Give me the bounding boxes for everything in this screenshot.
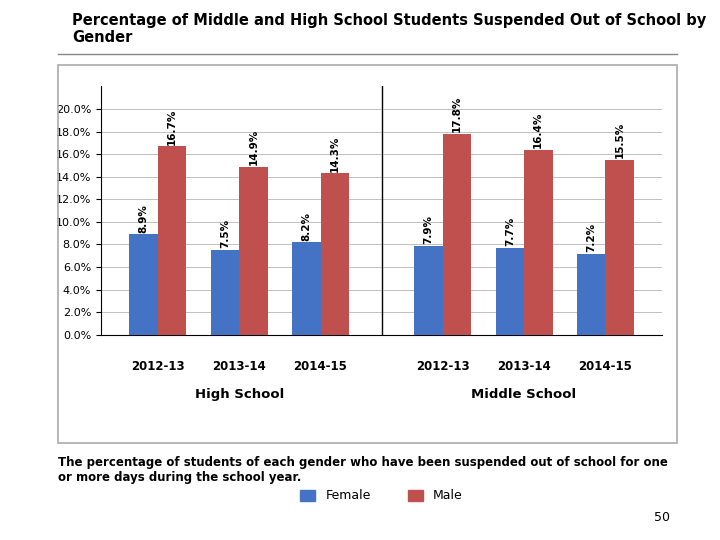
Bar (211, 250, 239, 335)
Text: High School: High School (194, 388, 284, 401)
Bar (524, 150, 552, 335)
Text: The percentage of students of each gender who have been suspended out of school : The percentage of students of each gende… (58, 456, 667, 469)
Text: Percentage of Middle and High School Students Suspended Out of School by: Percentage of Middle and High School Stu… (72, 14, 706, 29)
Bar (577, 253, 606, 335)
Bar (443, 134, 471, 335)
Text: 2013-14: 2013-14 (212, 360, 266, 373)
Bar (606, 160, 634, 335)
Text: 2012-13: 2012-13 (416, 360, 469, 373)
Text: 2012-13: 2012-13 (131, 360, 184, 373)
Bar (495, 248, 524, 335)
Text: 50: 50 (654, 511, 670, 524)
Text: 7.9%: 7.9% (423, 215, 433, 244)
Bar (158, 146, 186, 335)
Text: 2014-15: 2014-15 (578, 360, 632, 373)
Bar (320, 173, 349, 335)
Text: 16.7%: 16.7% (167, 108, 177, 145)
Text: 7.2%: 7.2% (586, 222, 596, 252)
Text: Middle School: Middle School (472, 388, 577, 401)
Legend: Female, Male: Female, Male (295, 484, 468, 508)
Text: 7.5%: 7.5% (220, 219, 230, 248)
Text: 8.9%: 8.9% (138, 204, 148, 233)
Bar (292, 242, 320, 335)
Bar (239, 166, 268, 335)
Text: 8.2%: 8.2% (301, 212, 311, 240)
Text: 14.9%: 14.9% (248, 129, 258, 165)
Text: 15.5%: 15.5% (615, 122, 625, 158)
Text: Gender: Gender (72, 30, 132, 45)
Bar (414, 246, 443, 335)
Text: 17.8%: 17.8% (452, 96, 462, 132)
Text: 2014-15: 2014-15 (294, 360, 348, 373)
Text: or more days during the school year.: or more days during the school year. (58, 471, 301, 484)
Text: 2013-14: 2013-14 (497, 360, 551, 373)
Text: 14.3%: 14.3% (330, 136, 340, 172)
Text: 7.7%: 7.7% (505, 217, 515, 246)
Bar (130, 234, 158, 335)
Text: 16.4%: 16.4% (534, 112, 544, 148)
